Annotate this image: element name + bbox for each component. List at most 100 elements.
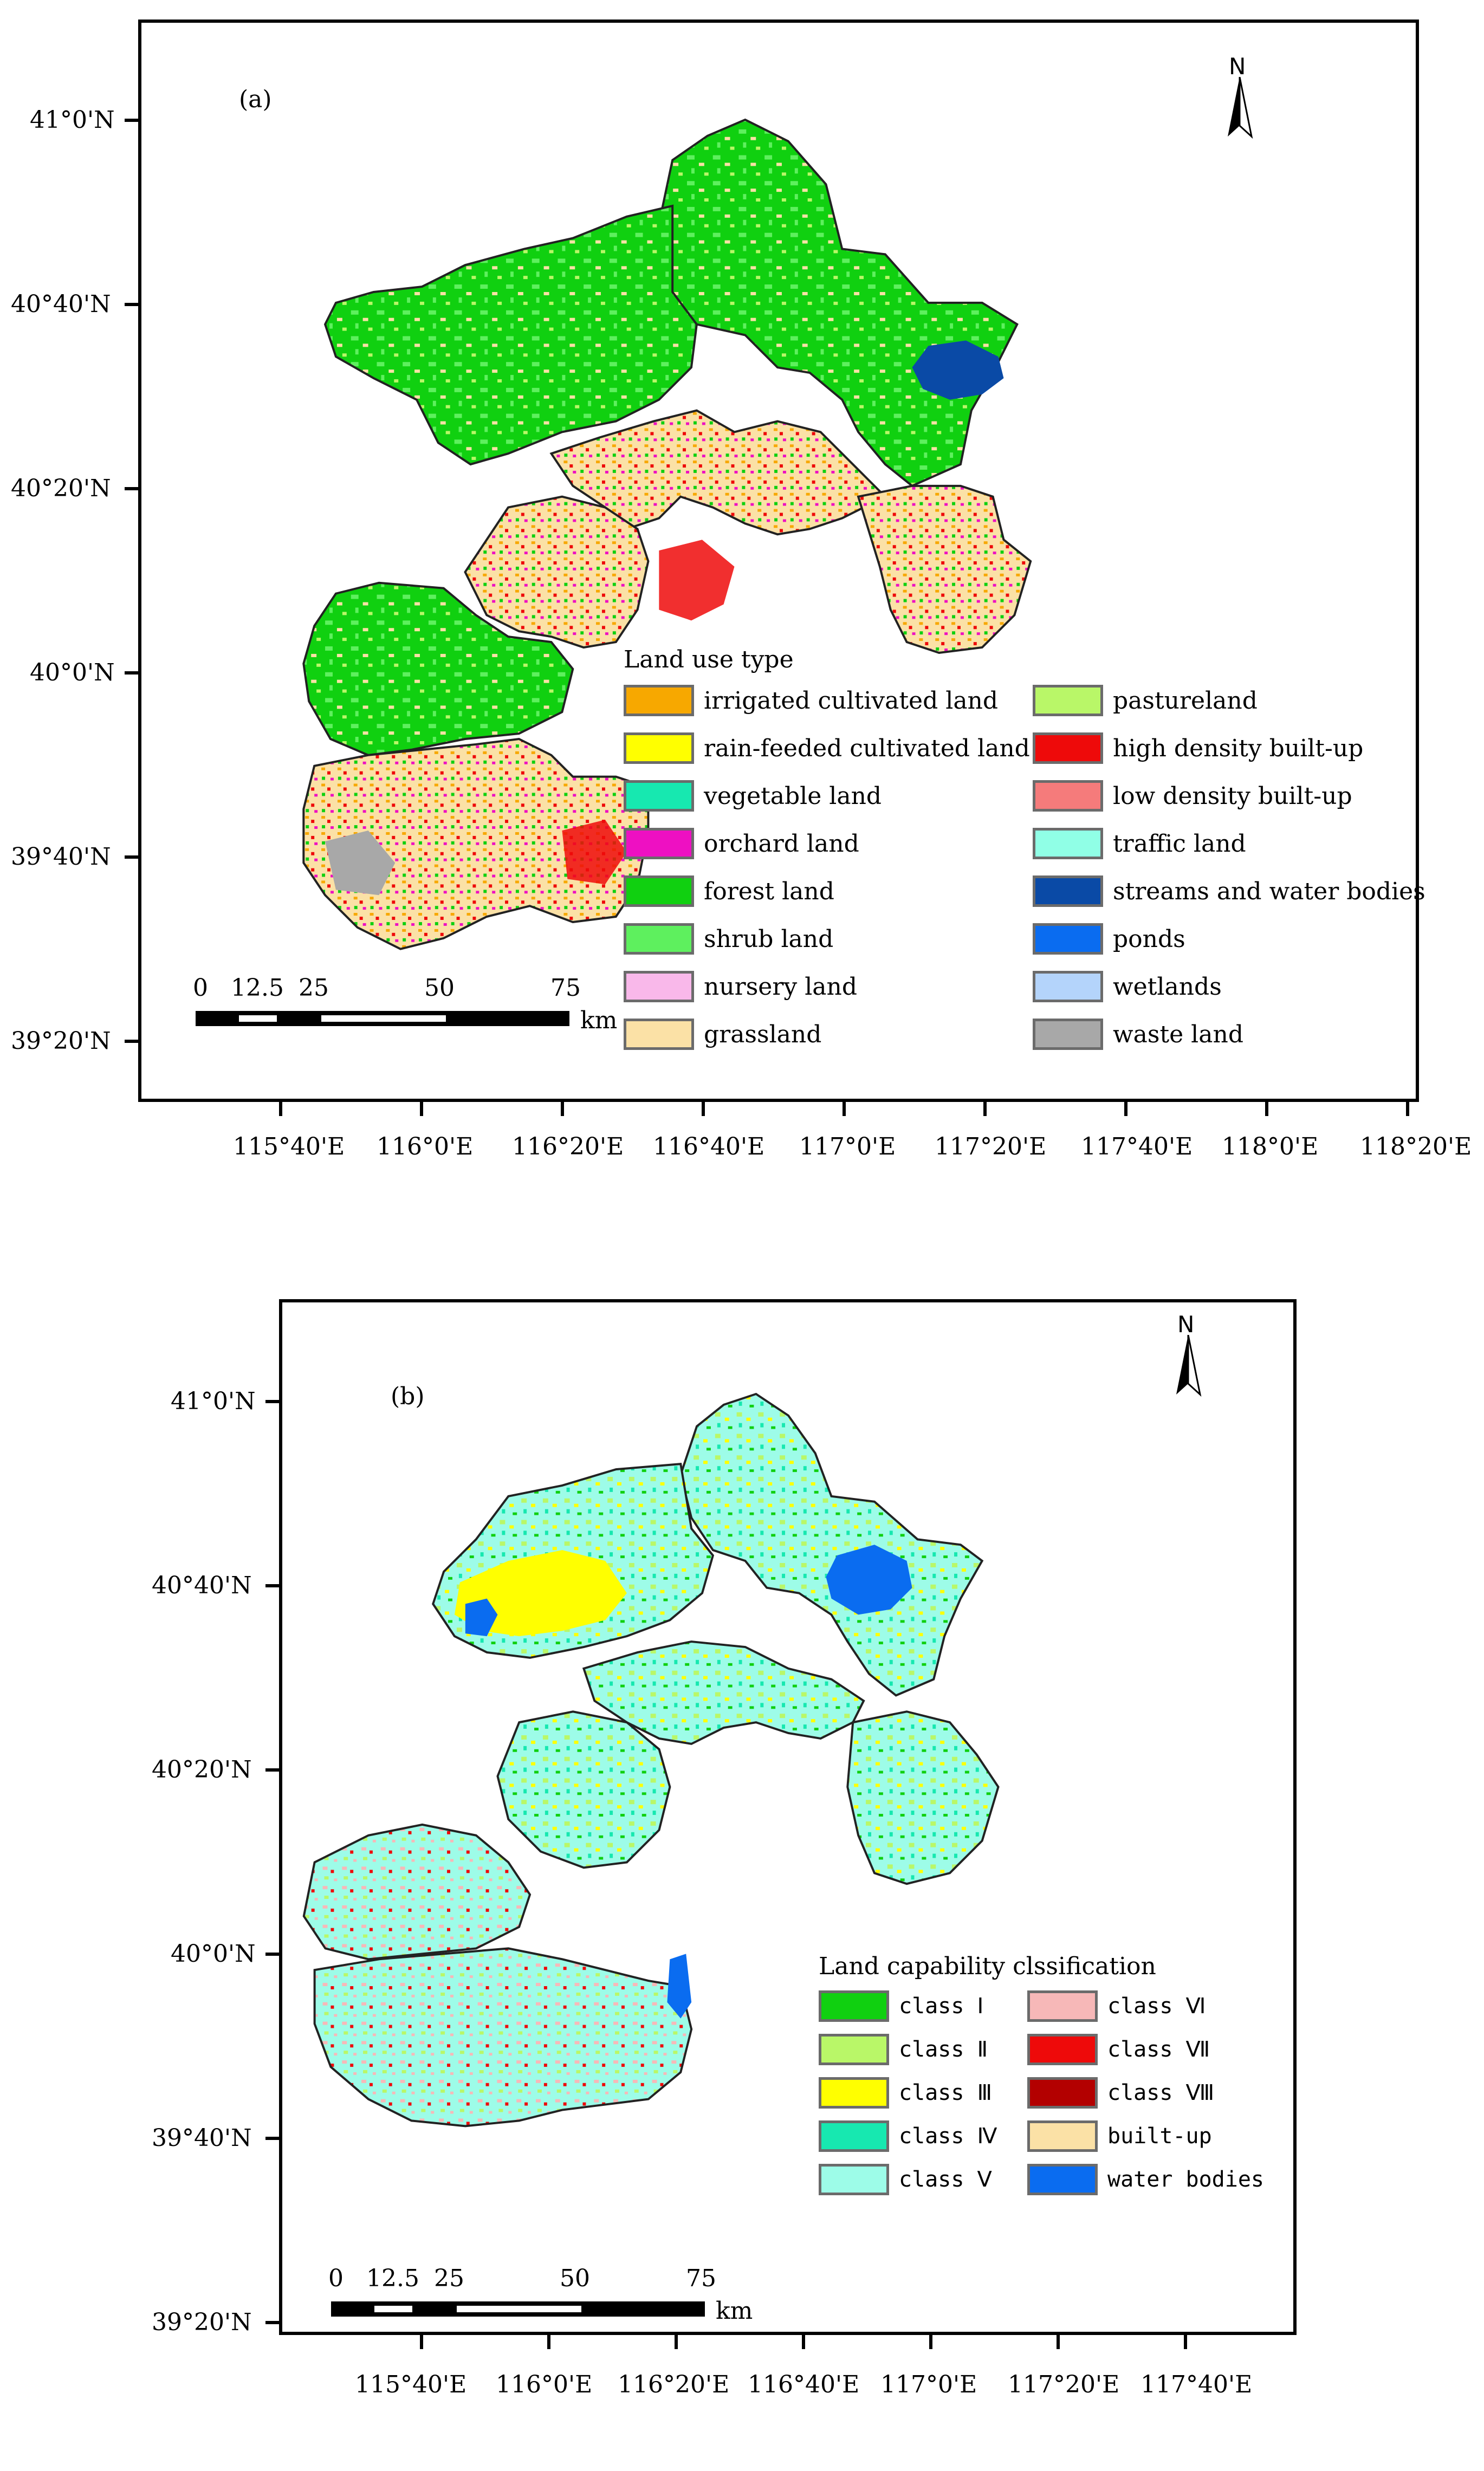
latitude-tick: [125, 1040, 141, 1043]
legend-swatch: [1027, 2034, 1098, 2065]
legend-label: water bodies: [1107, 2167, 1264, 2192]
latitude-tick: [125, 119, 141, 122]
scale-tick-label: 50: [560, 2265, 590, 2292]
scale-bar: 0 12.5 25 50 75 km: [190, 974, 624, 1033]
district-west-hills: [302, 1823, 532, 1961]
legend-swatch: [819, 2120, 889, 2152]
legend-label: shrub land: [704, 925, 834, 953]
legend-item: built-up: [1027, 2118, 1212, 2154]
north-label: N: [1177, 1311, 1195, 1338]
legend-item: shrub land: [624, 921, 833, 957]
longitude-tick: [420, 2333, 423, 2349]
legend-title: Land capability clssification: [819, 1953, 1156, 1980]
legend-label: ponds: [1113, 925, 1185, 953]
latitude-tick: [125, 303, 141, 306]
scale-unit: km: [716, 2297, 753, 2325]
waste-land-patch: [325, 830, 396, 896]
latitude-label: 39°20'N: [11, 1027, 111, 1055]
district-south-west: [313, 1947, 693, 2128]
longitude-tick: [1265, 1100, 1268, 1116]
legend-label: high density built-up: [1113, 734, 1364, 762]
legend-label: wetlands: [1113, 972, 1222, 1001]
legend-item: class Ⅷ: [1027, 2075, 1214, 2111]
urban-area: [562, 820, 627, 885]
north-arrow: N: [1217, 55, 1266, 142]
legend-item: class Ⅰ: [819, 1988, 983, 2024]
latitude-label: 40°0'N: [30, 659, 115, 686]
legend-swatch: [1033, 685, 1103, 716]
legend-swatch: [1033, 875, 1103, 907]
legend-swatch: [819, 2077, 889, 2109]
longitude-tick: [420, 1100, 423, 1116]
latitude-label: 41°0'N: [30, 106, 115, 134]
latitude-label: 40°20'N: [152, 1756, 252, 1783]
legend-label: nursery land: [704, 972, 858, 1001]
legend-swatch: [1033, 1019, 1103, 1050]
scale-bar: 0 12.5 25 50 75 km: [326, 2265, 759, 2325]
legend-swatch: [1033, 828, 1103, 859]
latitude-label: 40°0'N: [171, 1940, 256, 1968]
land-use-map-panel: (a) N 0 12.5 25 50 75 km Land use type i…: [138, 20, 1425, 1102]
land-capability-map: [302, 1392, 1000, 2128]
legend-swatch: [624, 685, 694, 716]
scale-tick-label: 50: [424, 974, 455, 1002]
district-north-west: [323, 204, 698, 466]
legend-label: rain-feeded cultivated land: [704, 734, 1030, 762]
scale-tick-label: 12.5: [366, 2265, 419, 2292]
legend-item: nursery land: [624, 969, 857, 1004]
legend-swatch: [1027, 1990, 1098, 2022]
longitude-tick: [1124, 1100, 1127, 1116]
longitude-label: 117°20'E: [935, 1133, 1047, 1160]
longitude-tick: [1184, 2333, 1187, 2349]
longitude-label: 117°40'E: [1081, 1133, 1193, 1160]
panel-label: (b): [391, 1383, 425, 1410]
latitude-tick: [265, 1584, 282, 1587]
legend-swatch: [819, 2164, 889, 2195]
legend-label: class Ⅷ: [1107, 2080, 1215, 2105]
scale-tick-label: 25: [299, 974, 329, 1002]
legend-label: orchard land: [704, 829, 859, 858]
legend-swatch: [624, 732, 694, 764]
latitude-tick: [265, 2137, 282, 2140]
legend-item: vegetable land: [624, 778, 882, 814]
longitude-label: 116°40'E: [748, 2371, 860, 2398]
legend-label: low density built-up: [1113, 782, 1352, 810]
legend-label: built-up: [1107, 2124, 1212, 2149]
longitude-tick: [1406, 1100, 1409, 1116]
legend-item: wetlands: [1033, 969, 1222, 1004]
longitude-label: 117°40'E: [1140, 2371, 1253, 2398]
latitude-label: 39°40'N: [152, 2124, 252, 2152]
legend-label: vegetable land: [704, 782, 882, 810]
legend-swatch: [624, 828, 694, 859]
district-central: [582, 1640, 865, 1745]
yellow-plain: [454, 1550, 627, 1637]
scale-bar-graphic: [331, 2301, 705, 2317]
legend-label: class Ⅴ: [899, 2167, 992, 2192]
legend-item: pastureland: [1033, 683, 1258, 718]
legend-label: irrigated cultivated land: [704, 686, 999, 715]
longitude-label: 117°20'E: [1008, 2371, 1120, 2398]
legend-swatch: [624, 875, 694, 907]
longitude-label: 118°20'E: [1360, 1133, 1472, 1160]
north-label: N: [1229, 53, 1246, 80]
district-east: [846, 1710, 1000, 1885]
legend-item: irrigated cultivated land: [624, 683, 998, 718]
legend-swatch: [1033, 780, 1103, 812]
reservoir: [826, 1545, 912, 1615]
latitude-tick: [265, 1768, 282, 1772]
legend-item: rain-feeded cultivated land: [624, 730, 1030, 766]
legend-label: traffic land: [1113, 829, 1246, 858]
legend-item: orchard land: [624, 826, 859, 861]
scale-bar-graphic: [196, 1011, 569, 1026]
latitude-tick: [125, 855, 141, 859]
latitude-label: 40°40'N: [11, 290, 111, 318]
legend-label: waste land: [1113, 1020, 1243, 1048]
north-arrow-icon: [1228, 77, 1253, 139]
district-east: [857, 484, 1032, 654]
legend-item: class Ⅲ: [819, 2075, 992, 2111]
latitude-tick: [265, 1400, 282, 1403]
legend-swatch: [624, 923, 694, 955]
legend-label: class Ⅰ: [899, 1994, 984, 2019]
longitude-label: 115°40'E: [233, 1133, 345, 1160]
district-north-east: [652, 118, 1019, 488]
